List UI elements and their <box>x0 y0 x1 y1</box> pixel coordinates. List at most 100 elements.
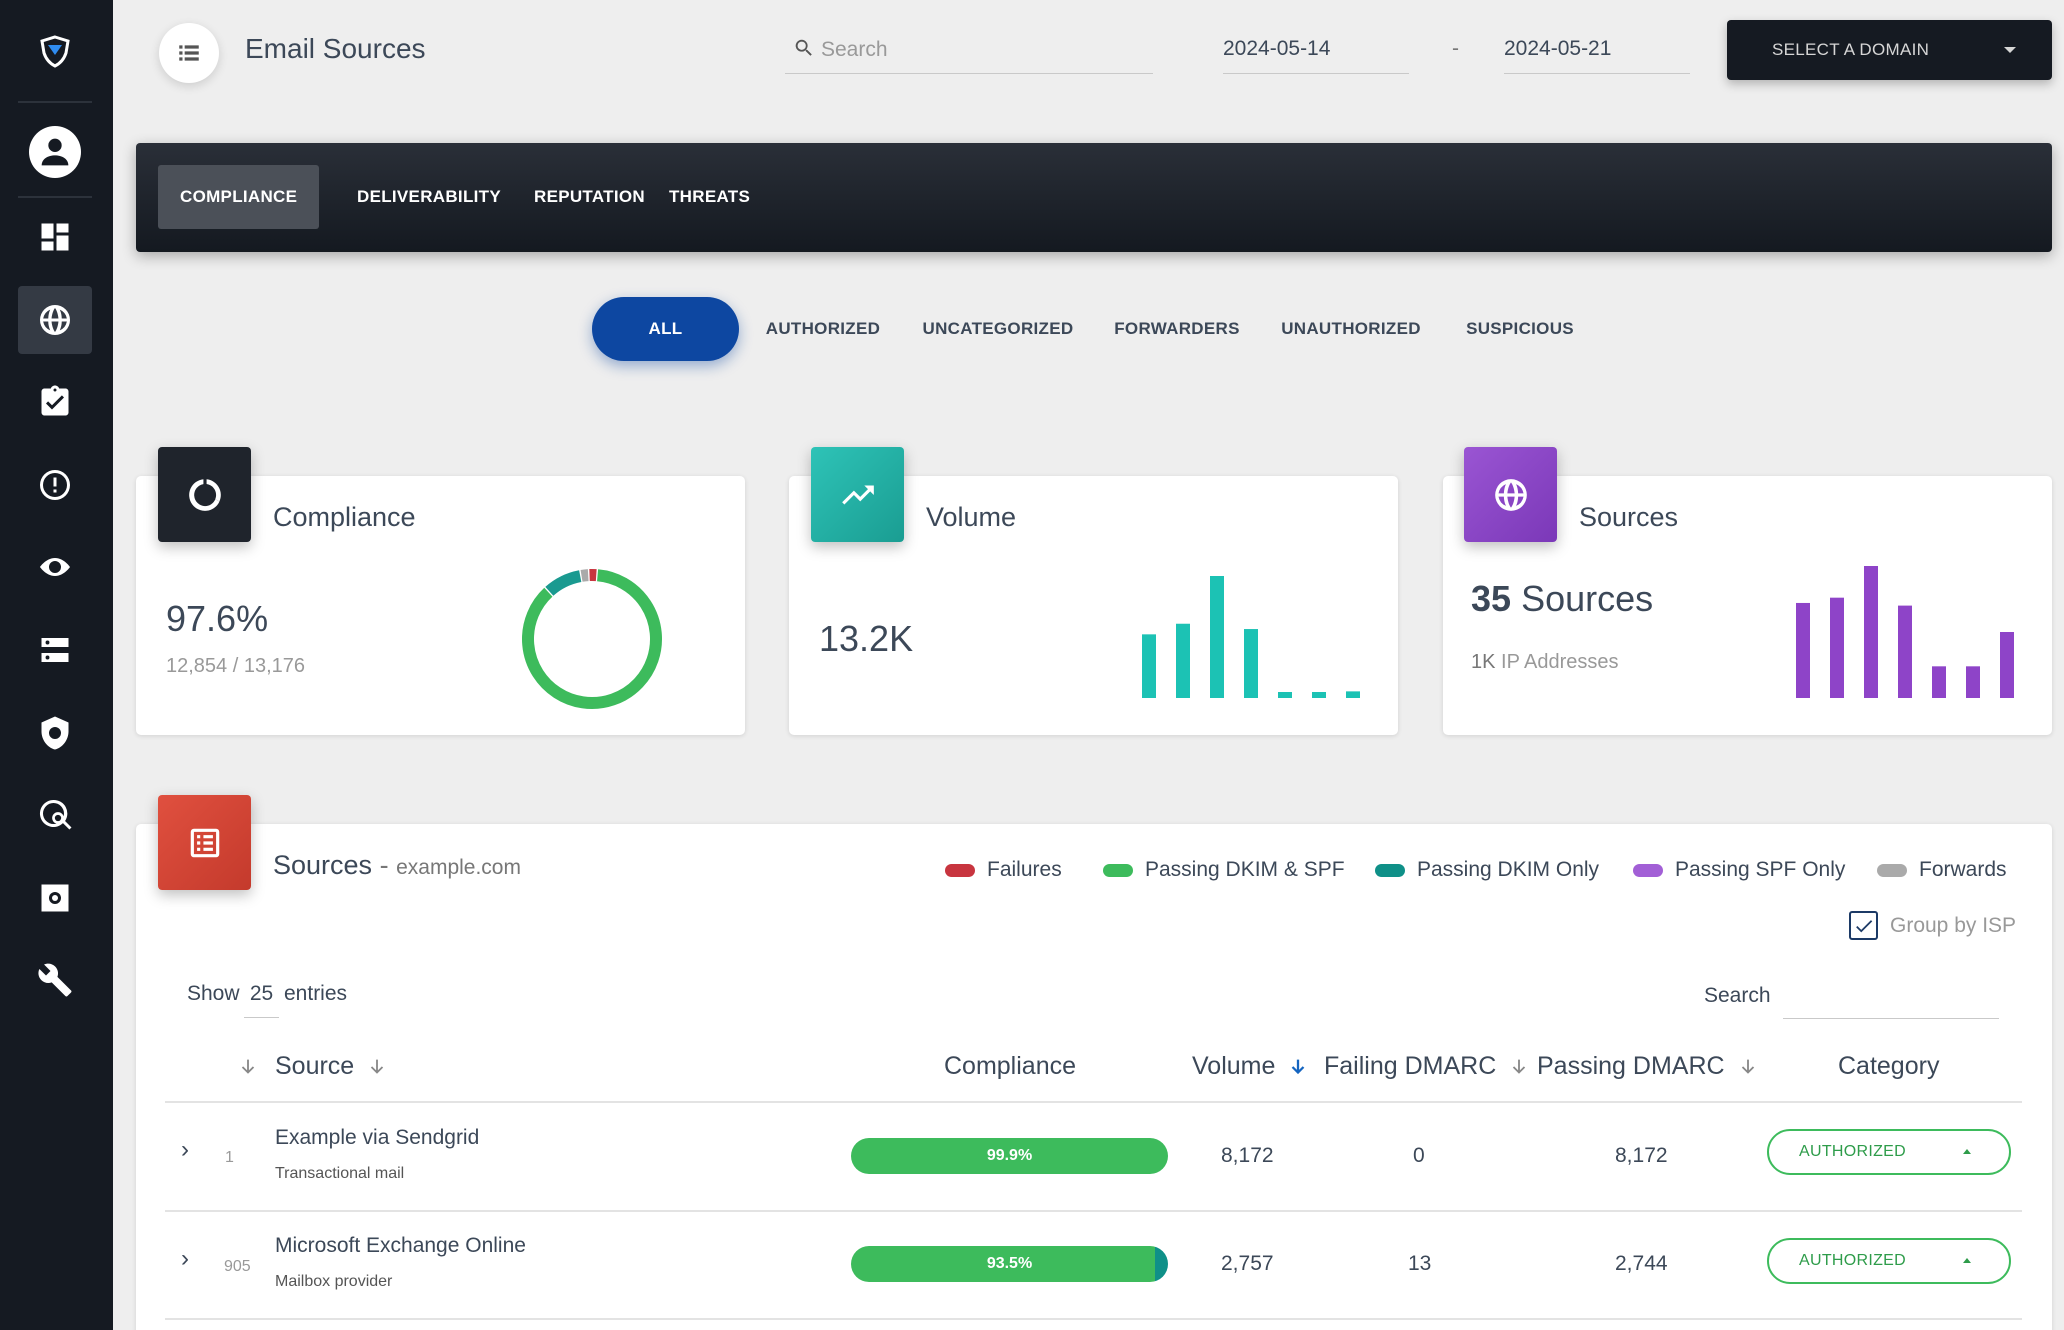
trending-up-icon <box>841 485 874 504</box>
legend-forwards: Forwards <box>1877 858 2007 882</box>
sort-arrow-icon <box>1737 1056 1759 1078</box>
legend-swatch <box>945 863 975 877</box>
bar-4 <box>1898 605 1912 698</box>
domain-select-label: SELECT A DOMAIN <box>1772 40 1930 59</box>
search-input[interactable] <box>821 34 1141 66</box>
filter-suspicious[interactable]: SUSPICIOUS <box>1466 319 1574 338</box>
column-header-compliance[interactable]: Compliance <box>944 1052 1077 1080</box>
column-header-category[interactable]: Category <box>1838 1052 1940 1080</box>
row-compliance-bar: 93.5% <box>851 1246 1168 1282</box>
legend-label: Passing SPF Only <box>1675 858 1846 881</box>
expand-row-icon[interactable]: › <box>181 1136 189 1163</box>
column-header-failing-dmarc[interactable]: Failing DMARC <box>1324 1052 1530 1081</box>
legend-label: Passing DKIM Only <box>1417 858 1600 881</box>
alert-icon[interactable] <box>18 451 92 519</box>
table-divider <box>165 1210 2022 1212</box>
volume-bar-chart <box>1142 576 1360 698</box>
bar-1 <box>1142 634 1156 698</box>
tab-threats[interactable]: THREATS <box>669 187 751 206</box>
show-label: Show <box>187 982 240 1005</box>
sort-arrow-icon <box>1508 1056 1530 1078</box>
dashboard-icon[interactable] <box>18 203 92 271</box>
settings-icon[interactable] <box>18 864 92 932</box>
menu-toggle-button[interactable] <box>159 23 219 83</box>
caret-up-icon <box>1963 1149 1971 1154</box>
filter-forwarders[interactable]: FORWARDERS <box>1114 319 1240 338</box>
bar-3 <box>1864 566 1878 698</box>
bar-5 <box>1278 692 1292 698</box>
lock-eye-icon[interactable] <box>18 533 92 601</box>
filter-uncategorized[interactable]: UNCATEGORIZED <box>922 319 1074 338</box>
column-header-label: Source <box>275 1052 355 1080</box>
shield-search-icon[interactable] <box>18 699 92 767</box>
compliance-donut-chart <box>522 569 662 709</box>
compliance-value: 97.6% <box>166 598 269 639</box>
column-header-volume[interactable]: Volume <box>1192 1052 1309 1081</box>
category-dropdown[interactable]: AUTHORIZED <box>1767 1129 2011 1175</box>
check-icon <box>1855 919 1872 932</box>
filter-unauthorized[interactable]: UNAUTHORIZED <box>1281 319 1421 338</box>
domain-select[interactable]: SELECT A DOMAIN <box>1727 20 2052 80</box>
tab-compliance[interactable]: COMPLIANCE <box>158 165 320 229</box>
row-rank: 1 <box>225 1149 234 1166</box>
legend-swatch <box>1877 863 1907 877</box>
chevron-down-icon <box>2004 47 2016 53</box>
column-header-label: Failing DMARC <box>1324 1052 1497 1080</box>
logo-icon[interactable] <box>18 17 92 85</box>
legend-label: Failures <box>987 858 1062 881</box>
bar-dkim-only-segment <box>1155 1246 1168 1282</box>
row-source-name[interactable]: Microsoft Exchange Online <box>275 1234 526 1257</box>
sidebar-divider <box>18 101 92 103</box>
legend-passing-dkim-spf: Passing DKIM & SPF <box>1103 858 1345 882</box>
globe-search-icon[interactable] <box>18 781 92 849</box>
row-volume: 8,172 <box>1221 1144 1274 1167</box>
date-from-field[interactable]: 2024-05-14 <box>1223 30 1409 74</box>
group-by-isp-toggle[interactable]: Group by ISP <box>1849 911 2016 940</box>
bar-4 <box>1244 629 1258 698</box>
bar-passing-segment <box>851 1138 1168 1174</box>
column-header-label: Volume <box>1192 1052 1276 1080</box>
expand-row-icon[interactable]: › <box>181 1245 189 1272</box>
sources-value: 35 Sources <box>1471 578 1653 620</box>
table-title-text: Sources <box>273 850 373 880</box>
row-source-name[interactable]: Example via Sendgrid <box>275 1126 480 1149</box>
filter-all[interactable]: ALL <box>592 297 739 361</box>
bar-6 <box>1312 692 1326 698</box>
date-to-field[interactable]: 2024-05-21 <box>1504 30 1690 74</box>
servers-icon[interactable] <box>18 616 92 684</box>
table-domain: example.com <box>396 856 521 879</box>
table-title: Sources - example.com <box>273 850 521 880</box>
profile-avatar[interactable] <box>29 126 81 178</box>
filter-authorized[interactable]: AUTHORIZED <box>765 319 881 338</box>
legend-label: Passing DKIM & SPF <box>1145 858 1345 881</box>
sources-count-label: Sources <box>1521 578 1654 619</box>
clipboard-check-icon[interactable] <box>18 368 92 436</box>
page-title: Email Sources <box>245 33 426 64</box>
column-header-source[interactable]: Source <box>237 1052 388 1081</box>
tab-deliverability[interactable]: DELIVERABILITY <box>357 187 501 206</box>
sources-card-title: Sources <box>1579 502 1679 532</box>
column-header-label: Passing DMARC <box>1537 1052 1725 1080</box>
category-dropdown[interactable]: AUTHORIZED <box>1767 1238 2011 1284</box>
ip-count: 1K <box>1471 651 1496 673</box>
donut-slice-forwards <box>580 569 589 582</box>
sort-arrow-icon <box>237 1056 259 1078</box>
row-failing-dmarc: 13 <box>1408 1252 1432 1275</box>
table-search-input[interactable] <box>1783 1018 1999 1019</box>
legend-label: Forwards <box>1919 858 2007 881</box>
tab-reputation[interactable]: REPUTATION <box>534 187 645 206</box>
legend-passing-spf-only: Passing SPF Only <box>1633 858 1845 882</box>
volume-value: 13.2K <box>819 618 914 659</box>
category-label: AUTHORIZED <box>1799 1252 1906 1269</box>
bar-3 <box>1210 576 1224 698</box>
wrench-icon[interactable] <box>18 946 92 1014</box>
sort-arrow-icon <box>366 1056 388 1078</box>
bar-5 <box>1932 666 1946 698</box>
column-header-passing-dmarc[interactable]: Passing DMARC <box>1537 1052 1759 1081</box>
globe-nav-icon[interactable] <box>18 286 92 354</box>
table-card-icon <box>158 795 251 890</box>
search-field[interactable] <box>785 30 1153 74</box>
group-by-isp-checkbox[interactable] <box>1849 911 1878 940</box>
page-size-select[interactable]: 25 <box>244 968 279 1018</box>
list-icon <box>179 45 199 61</box>
